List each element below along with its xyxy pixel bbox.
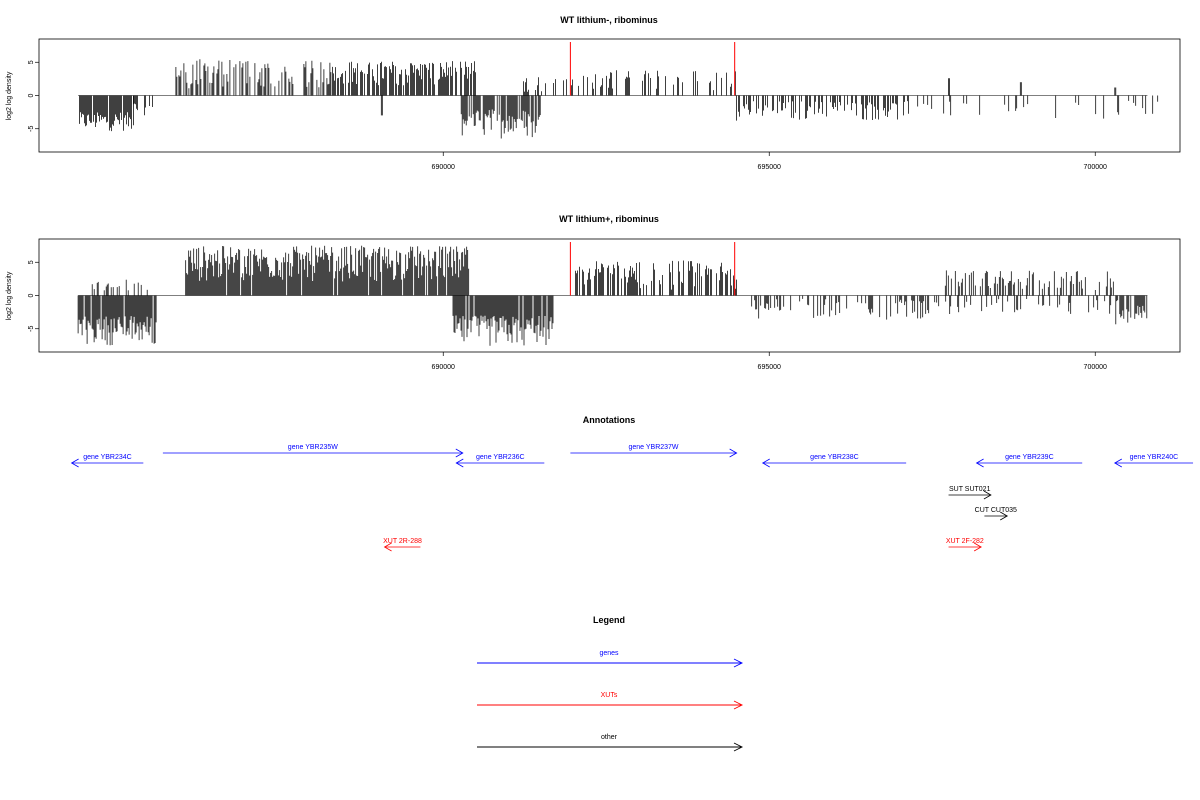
arrow-head <box>455 448 464 458</box>
arrow-head <box>383 542 392 552</box>
y-tick-label: -5 <box>28 326 35 332</box>
arrow-head <box>1000 511 1009 521</box>
arrow-head <box>973 542 982 552</box>
feature: gene YBR238C <box>761 454 907 468</box>
feature: XUT 2R-288 <box>383 538 422 552</box>
feature: gene YBR234C <box>70 454 144 468</box>
coverage-bars <box>78 59 1159 139</box>
legend: Legend genes XUTs other <box>477 615 744 752</box>
y-tick-label: 5 <box>28 260 35 264</box>
panel-title: WT lithium+, ribominus <box>559 214 659 224</box>
legend-title: Legend <box>593 615 625 625</box>
feature-label: gene YBR237W <box>628 444 678 451</box>
legend-item: XUTs <box>477 692 744 710</box>
legend-label: other <box>601 734 618 741</box>
arrow-head <box>975 458 984 468</box>
y-tick-label: 0 <box>28 293 35 297</box>
y-tick-label: -5 <box>28 126 35 132</box>
x-tick-label: 690000 <box>432 164 455 171</box>
feature-label: gene YBR236C <box>476 454 525 461</box>
legend-item: other <box>477 734 744 752</box>
arrow-head <box>983 490 992 500</box>
y-axis-label: log2 log density <box>6 271 13 320</box>
y-ticks: -5 0 5 <box>28 60 39 132</box>
feature: XUT 2F-282 <box>946 538 984 552</box>
arrow-head <box>70 458 79 468</box>
feature-label: gene YBR239C <box>1005 454 1054 461</box>
feature: gene YBR239C <box>975 454 1083 468</box>
x-tick-label: 695000 <box>758 364 781 371</box>
panel-title: WT lithium-, ribominus <box>560 15 658 25</box>
feature: gene YBR235W <box>162 444 464 458</box>
feature: gene YBR236C <box>455 454 545 468</box>
feature-label: gene YBR234C <box>83 454 132 461</box>
feature-label: gene YBR238C <box>810 454 859 461</box>
legend-item: genes <box>477 650 744 668</box>
feature: SUT SUT021 <box>948 486 992 500</box>
x-tick-label: 700000 <box>1084 364 1107 371</box>
x-ticks: 690000 695000 700000 <box>432 152 1107 171</box>
x-ticks: 690000 695000 700000 <box>432 352 1107 371</box>
y-tick-label: 0 <box>28 93 35 97</box>
arrow-head <box>729 448 738 458</box>
x-tick-label: 695000 <box>758 164 781 171</box>
legend-label: XUTs <box>601 692 618 699</box>
feature-label: CUT CUT035 <box>975 507 1017 514</box>
x-tick-label: 690000 <box>432 364 455 371</box>
coverage-panel-lithium-plus: WT lithium+, ribominus log2 log density … <box>6 214 1181 371</box>
feature-label: XUT 2F-282 <box>946 538 984 545</box>
legend-arrow-head <box>733 700 744 710</box>
annotations-title: Annotations <box>583 415 636 425</box>
y-axis-label: log2 log density <box>6 71 13 120</box>
y-tick-label: 5 <box>28 60 35 64</box>
arrow-head <box>1113 458 1122 468</box>
legend-arrow-head <box>733 658 744 668</box>
feature-label: SUT SUT021 <box>949 486 991 493</box>
y-ticks: -5 0 5 <box>28 260 39 332</box>
feature: gene YBR237W <box>570 444 738 458</box>
feature-label: gene YBR240C <box>1130 454 1179 461</box>
annotation-features: gene YBR234C gene YBR235W gene YBR236C gene… <box>70 444 1194 552</box>
coverage-bars <box>77 245 1148 346</box>
feature-label: gene YBR235W <box>288 444 338 451</box>
legend-items: genes XUTs other <box>477 650 744 752</box>
legend-label: genes <box>599 650 619 657</box>
coverage-panel-lithium-minus: WT lithium-, ribominus log2 log density … <box>6 15 1181 171</box>
boundary-markers <box>569 42 736 96</box>
legend-arrow-head <box>733 742 744 752</box>
feature: CUT CUT035 <box>975 507 1017 521</box>
boundary-markers <box>569 242 736 296</box>
arrow-head <box>761 458 770 468</box>
x-tick-label: 700000 <box>1084 164 1107 171</box>
feature-label: XUT 2R-288 <box>383 538 422 545</box>
feature: gene YBR240C <box>1113 454 1194 468</box>
arrow-head <box>455 458 464 468</box>
